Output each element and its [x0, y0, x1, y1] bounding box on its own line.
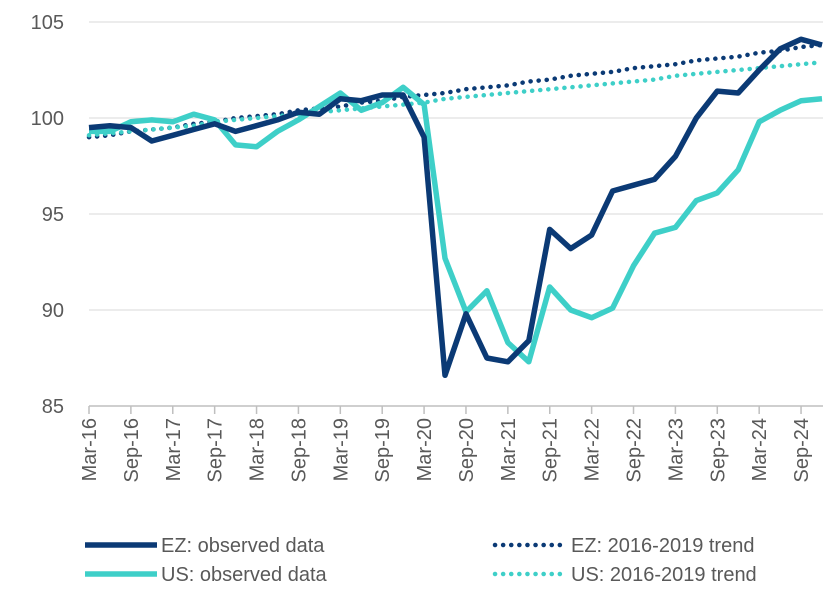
y-tick-label: 85: [42, 396, 64, 418]
x-tick-label: Sep-22: [624, 418, 646, 483]
series-line: [88, 36, 823, 379]
y-tick-label: 90: [42, 300, 64, 322]
x-tick-label: Sep-16: [121, 418, 143, 483]
x-tick-label: Sep-19: [372, 418, 394, 483]
x-tick-label: Sep-24: [791, 418, 813, 483]
legend-label: EZ: observed data: [161, 535, 325, 557]
x-tick-label: Mar-20: [414, 418, 436, 481]
series-line: [89, 84, 823, 365]
x-tick-label: Sep-18: [288, 418, 310, 483]
x-tick-label: Sep-21: [540, 418, 562, 483]
x-tick-label: Mar-17: [163, 418, 185, 481]
y-tick-label: 100: [31, 108, 64, 130]
x-tick-label: Mar-22: [582, 418, 604, 481]
legend-item: EZ: 2016-2019 trend: [492, 535, 754, 557]
legend-label: US: 2016-2019 trend: [571, 564, 757, 585]
y-tick-label: 95: [42, 204, 64, 226]
x-tick-label: Mar-21: [498, 418, 520, 481]
y-tick-label: 105: [31, 12, 64, 34]
legend-item: US: observed data: [85, 564, 328, 586]
x-tick-label: Mar-24: [749, 418, 771, 481]
legend-label: EZ: 2016-2019 trend: [571, 535, 754, 557]
x-tick-label: Mar-23: [665, 418, 687, 481]
x-tick-label: Mar-16: [79, 418, 101, 481]
x-tick-label: Sep-17: [205, 418, 227, 483]
series-line: [86, 42, 823, 140]
legend-label: US: observed data: [161, 564, 328, 585]
x-tick-label: Mar-18: [247, 418, 269, 481]
x-tick-label: Mar-19: [330, 418, 352, 481]
x-tick-label: Sep-23: [707, 418, 729, 483]
x-tick-label: Sep-20: [456, 418, 478, 483]
legend-item: EZ: observed data: [85, 535, 325, 557]
legend-item: US: 2016-2019 trend: [492, 564, 757, 586]
